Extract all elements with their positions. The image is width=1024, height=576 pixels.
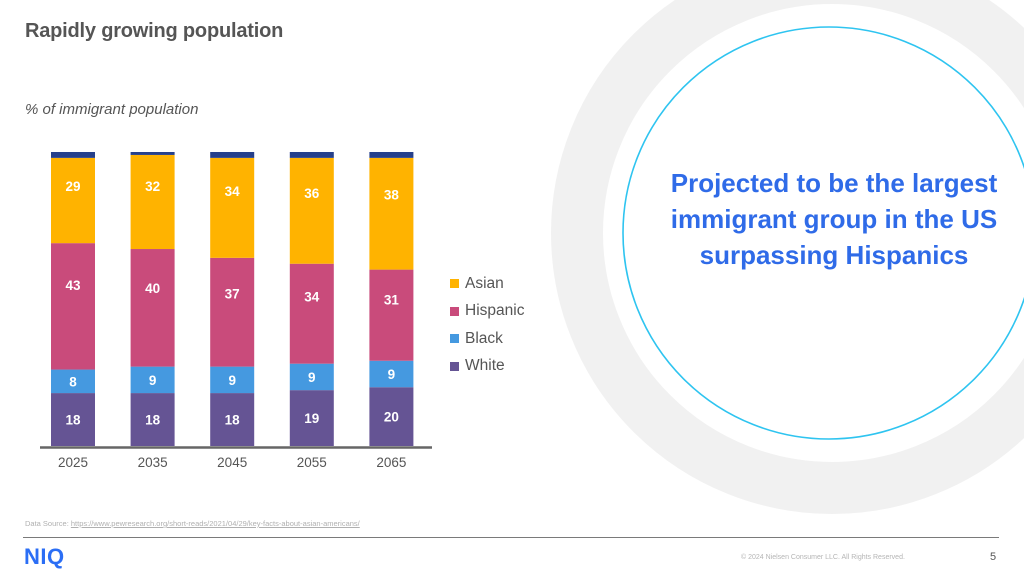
bar-segment-asian-2035 [130,154,175,250]
bar-segment-black-2045 [210,366,255,394]
page-number: 5 [990,551,997,563]
data-label-hispanic-2025: 43 [65,278,81,293]
bar-segment-other-2035 [130,152,175,155]
data-label-white-2025: 18 [65,413,81,428]
data-label-black-2035: 9 [149,373,157,388]
data-label-asian-2045: 34 [225,184,241,199]
bar-segment-black-2035 [130,366,175,394]
data-label-black-2025: 8 [69,374,77,389]
bar-segment-black-2025 [51,369,95,394]
data-label-white-2055: 19 [304,411,319,426]
bar-segment-other-2065 [369,152,414,158]
data-label-hispanic-2045: 37 [225,287,240,302]
data-source: Data Source: https://www.pewresearch.org… [25,519,360,528]
chart-legend: Asian Hispanic Black White [450,270,524,380]
legend-label-black: Black [465,329,503,347]
bar-segment-black-2065 [369,360,414,388]
bar-segment-other-2045 [210,152,255,158]
legend-label-white: White [465,357,505,375]
legend-swatch-hispanic [450,306,459,316]
page-title: Rapidly growing population [25,20,284,42]
bar-segment-asian-2025 [51,157,95,244]
copyright-text: © 2024 Nielsen Consumer LLC. All Rights … [741,554,905,561]
data-label-black-2065: 9 [388,367,396,382]
bar-segment-hispanic-2055 [289,263,334,364]
legend-item-white: White [450,353,524,381]
legend-swatch-asian [450,279,459,289]
data-label-hispanic-2035: 40 [145,281,160,296]
x-tick-label-2045: 2045 [217,455,247,470]
legend-item-asian: Asian [450,270,524,298]
bar-segment-hispanic-2025 [51,243,95,370]
legend-item-black: Black [450,325,524,353]
bar-segment-white-2025 [51,393,95,446]
bar-segment-asian-2065 [369,157,414,270]
legend-swatch-black [450,334,459,344]
bar-segment-asian-2055 [289,157,334,264]
data-label-asian-2065: 38 [384,188,400,203]
callout-circle [622,26,1024,440]
bar-segment-other-2025 [51,152,95,158]
stacked-bar-chart: 18 8 43 29 2025 18 9 40 32 2035 18 9 37 34 2045 19 9 34 36… [40,152,432,470]
data-label-hispanic-2055: 34 [304,290,320,305]
data-label-black-2055: 9 [308,370,316,385]
footer-divider [23,537,999,538]
source-link[interactable]: https://www.pewresearch.org/short-reads/… [70,519,360,528]
data-label-black-2045: 9 [228,373,236,388]
data-label-hispanic-2065: 31 [384,293,400,308]
x-tick-label-2035: 2035 [138,455,168,470]
bar-segment-hispanic-2035 [130,249,175,367]
legend-label-hispanic: Hispanic [465,302,525,320]
callout-text: Projected to be the largest immigrant gr… [670,168,998,270]
chart-subtitle: % of immigrant population [25,101,199,118]
data-label-asian-2025: 29 [65,179,80,194]
bar-segment-asian-2045 [210,157,255,258]
legend-item-hispanic: Hispanic [450,298,524,326]
data-label-white-2065: 20 [384,410,399,425]
data-label-asian-2055: 36 [304,186,320,201]
source-label: Data Source: [25,519,71,528]
data-label-white-2035: 18 [145,413,161,428]
data-label-asian-2035: 32 [145,179,160,194]
bar-segment-black-2055 [289,363,334,391]
outer-gray-ring [551,0,1024,514]
legend-swatch-white [450,361,459,371]
x-tick-label-2065: 2065 [376,455,406,470]
x-tick-label-2055: 2055 [297,455,327,470]
bar-segment-white-2045 [210,393,255,446]
bar-segment-white-2065 [369,387,414,446]
bar-segment-hispanic-2065 [369,269,414,361]
niq-logo: NIQ [24,544,65,569]
bar-segment-other-2055 [289,152,334,158]
x-tick-label-2025: 2025 [58,455,88,470]
bar-segment-white-2035 [130,393,175,446]
legend-label-asian: Asian [465,274,504,292]
bar-segment-white-2055 [289,390,334,446]
data-label-white-2045: 18 [225,413,241,428]
bar-segment-hispanic-2045 [210,257,255,367]
